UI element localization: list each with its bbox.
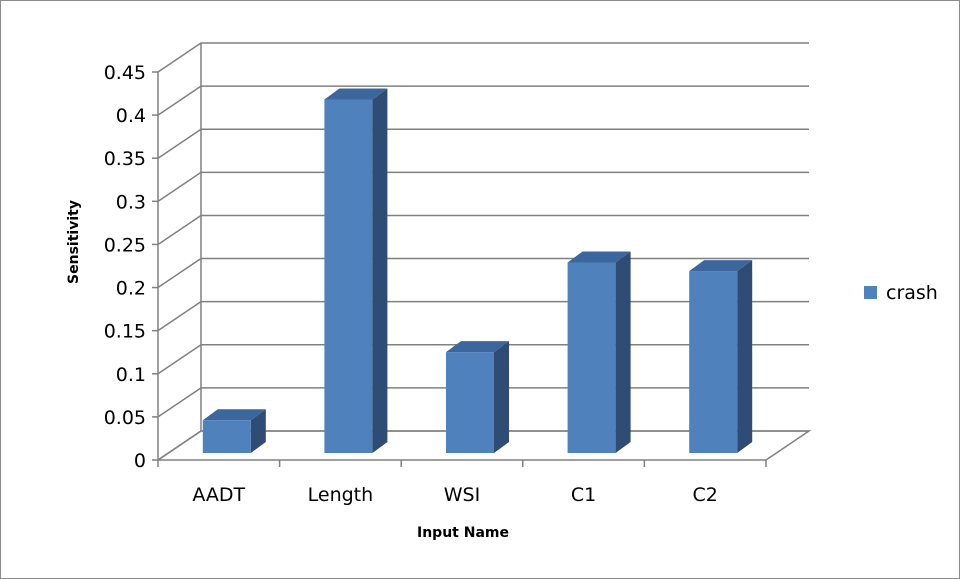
y-tick-label: 0.2 xyxy=(116,278,146,300)
y-axis-title: Sensitivity xyxy=(66,200,82,284)
x-axis-title: Input Name xyxy=(417,525,509,541)
bar-top xyxy=(689,260,753,272)
bar-side xyxy=(372,88,388,453)
bar-front xyxy=(202,420,251,453)
y-axis-ticks: 0 0.05 0.1 0.15 0.2 0.25 0.3 0.35 0.4 0.45 xyxy=(104,62,159,472)
gridline xyxy=(157,85,809,116)
y-tick-label: 0.25 xyxy=(104,234,146,256)
y-tick-label: 0.3 xyxy=(116,191,146,213)
x-axis-ticks: AADT Length WSI C1 C2 xyxy=(157,460,767,506)
bar-side xyxy=(615,251,631,453)
bar-wsi xyxy=(446,341,509,453)
bar-length xyxy=(324,88,388,453)
y-tick-label: 0.4 xyxy=(116,105,146,127)
gridline xyxy=(157,128,809,159)
y-tick-label: 0.1 xyxy=(116,364,146,386)
bar-front xyxy=(446,352,494,453)
legend-swatch-crash xyxy=(864,286,877,299)
bar-front xyxy=(324,99,373,453)
legend: crash xyxy=(864,282,938,304)
bar-top xyxy=(324,88,388,100)
bar-side xyxy=(737,260,753,453)
x-tick-label: WSI xyxy=(444,484,480,506)
y-tick-label: 0.05 xyxy=(104,407,146,429)
gridline xyxy=(157,42,809,73)
x-tick-label: AADT xyxy=(192,484,245,506)
bar-front xyxy=(567,262,616,453)
bar-c2 xyxy=(689,260,753,453)
legend-label-crash: crash xyxy=(886,282,938,304)
bar-top xyxy=(446,341,509,353)
bar-side xyxy=(494,341,509,453)
bar-c1 xyxy=(567,251,631,453)
bar-side xyxy=(250,409,266,453)
y-tick-label: 0.45 xyxy=(104,62,146,84)
y-tick-label: 0.35 xyxy=(104,148,146,170)
x-tick-label: C1 xyxy=(571,484,596,506)
y-tick-label: 0 xyxy=(134,450,146,472)
bar-front xyxy=(689,271,738,453)
bar-top xyxy=(567,251,631,263)
x-tick-label: C2 xyxy=(693,484,718,506)
bar-aadt xyxy=(202,409,266,453)
bar-top xyxy=(202,409,266,421)
chart-bars xyxy=(202,88,753,453)
gridline xyxy=(157,214,809,246)
y-tick-label: 0.15 xyxy=(104,321,146,343)
gridline xyxy=(157,171,809,202)
x-tick-label: Length xyxy=(308,484,374,506)
